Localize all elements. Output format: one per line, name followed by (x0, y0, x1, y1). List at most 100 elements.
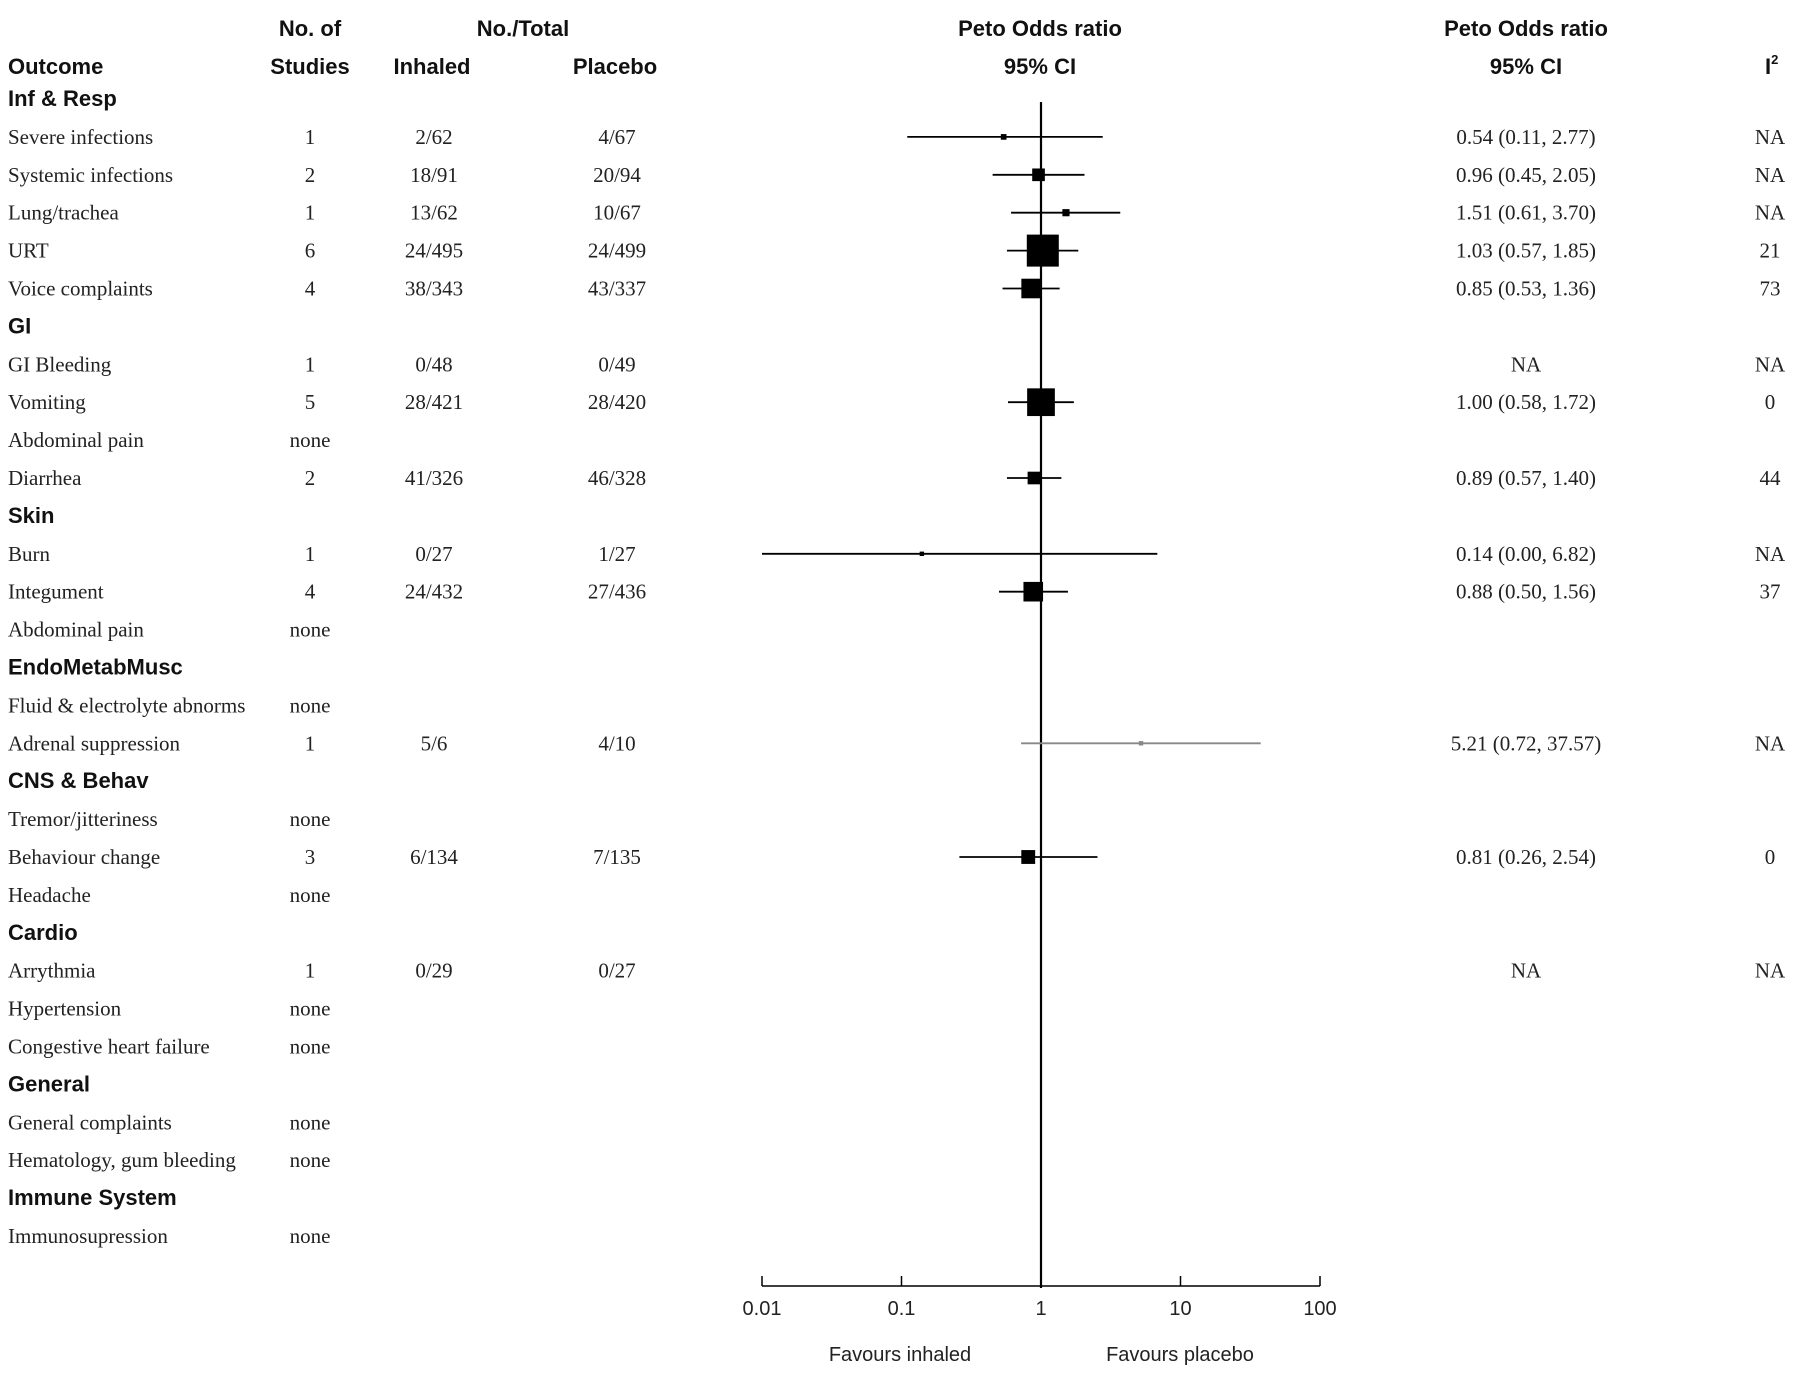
peto-or-ci: NA (1511, 352, 1542, 376)
favours-inhaled-label: Favours inhaled (829, 1344, 971, 1366)
i2-value: NA (1755, 125, 1786, 149)
peto-or-ci: 5.21 (0.72, 37.57) (1451, 731, 1602, 755)
i2-value: 73 (1760, 277, 1781, 301)
outcome-label: Arrythmia (8, 959, 96, 983)
inhaled-count: 28/421 (405, 390, 463, 414)
studies-count: 6 (305, 239, 316, 263)
placebo-count: 27/436 (588, 580, 646, 604)
header-i2: I2 (1765, 52, 1778, 79)
inhaled-count: 18/91 (410, 163, 458, 187)
header-i2-letter: I (1765, 54, 1771, 79)
header-i2-superscript: 2 (1771, 52, 1778, 67)
outcome-label: Behaviour change (8, 845, 160, 869)
i2-value: NA (1755, 352, 1786, 376)
point-estimate-square (1000, 134, 1007, 140)
studies-count: none (290, 618, 331, 642)
studies-count: none (290, 883, 331, 907)
header-peto-center: Peto Odds ratio (958, 16, 1122, 41)
studies-count: none (290, 1035, 331, 1059)
x-tick-label: 0.01 (743, 1298, 782, 1320)
studies-count: 1 (305, 542, 316, 566)
placebo-count: 46/328 (588, 466, 646, 490)
section-heading: Immune System (8, 1185, 177, 1210)
inhaled-count: 0/48 (415, 352, 452, 376)
studies-count: 4 (305, 277, 316, 301)
inhaled-count: 24/495 (405, 239, 463, 263)
studies-count: 1 (305, 201, 316, 225)
inhaled-count: 38/343 (405, 277, 463, 301)
section-heading: EndoMetabMusc (8, 655, 183, 680)
header-no-total: No./Total (477, 16, 569, 41)
peto-or-ci: 0.85 (0.53, 1.36) (1456, 277, 1596, 301)
inhaled-count: 2/62 (415, 125, 452, 149)
point-estimate-square (1021, 850, 1036, 864)
studies-count: 1 (305, 352, 316, 376)
x-tick-label: 10 (1169, 1298, 1191, 1320)
i2-value: 0 (1765, 390, 1776, 414)
placebo-count: 43/337 (588, 277, 646, 301)
i2-value: NA (1755, 959, 1786, 983)
outcome-label: Systemic infections (8, 163, 173, 187)
placebo-count: 0/49 (598, 352, 635, 376)
inhaled-count: 0/27 (415, 542, 452, 566)
peto-or-ci: 0.96 (0.45, 2.05) (1456, 163, 1596, 187)
point-estimate-square (1027, 471, 1041, 485)
placebo-count: 24/499 (588, 239, 646, 263)
studies-count: none (290, 1148, 331, 1172)
placebo-count: 1/27 (598, 542, 635, 566)
outcome-label: Tremor/jitteriness (8, 807, 158, 831)
studies-count: none (290, 1224, 331, 1248)
outcome-label: Diarrhea (8, 466, 82, 490)
i2-value: 37 (1760, 580, 1781, 604)
outcome-label: Congestive heart failure (8, 1035, 210, 1059)
outcome-label: Immunosupression (8, 1224, 168, 1248)
studies-count: 3 (305, 845, 316, 869)
i2-value: NA (1755, 163, 1786, 187)
placebo-count: 28/420 (588, 390, 646, 414)
i2-value: NA (1755, 542, 1786, 566)
section-heading: Cardio (8, 920, 78, 945)
placebo-count: 10/67 (593, 201, 641, 225)
header-ci-right: 95% CI (1490, 54, 1562, 79)
point-estimate-square (919, 551, 925, 556)
studies-count: 4 (305, 580, 316, 604)
studies-count: 1 (305, 731, 316, 755)
studies-count: 1 (305, 959, 316, 983)
inhaled-count: 6/134 (410, 845, 458, 869)
outcome-label: Headache (8, 883, 91, 907)
header-no-of: No. of (279, 16, 342, 41)
peto-or-ci: 1.51 (0.61, 3.70) (1456, 201, 1596, 225)
studies-count: 1 (305, 125, 316, 149)
point-estimate-square (1021, 278, 1041, 299)
studies-count: none (290, 807, 331, 831)
header-placebo: Placebo (573, 54, 657, 79)
inhaled-count: 0/29 (415, 959, 452, 983)
placebo-count: 0/27 (598, 959, 635, 983)
section-heading: CNS & Behav (8, 768, 149, 793)
point-estimate-square (1026, 234, 1059, 267)
studies-count: none (290, 693, 331, 717)
placebo-count: 4/67 (598, 125, 635, 149)
studies-count: 5 (305, 390, 316, 414)
studies-count: none (290, 428, 331, 452)
outcome-label: Hypertension (8, 997, 122, 1021)
section-heading: GI (8, 313, 31, 338)
section-heading: Inf & Resp (8, 86, 117, 111)
outcome-label: Severe infections (8, 125, 153, 149)
peto-or-ci: NA (1511, 959, 1542, 983)
point-estimate-square (1062, 209, 1070, 217)
outcome-label: Lung/trachea (8, 201, 119, 225)
outcome-label: GI Bleeding (8, 352, 112, 376)
outcome-label: Burn (8, 542, 51, 566)
peto-or-ci: 1.03 (0.57, 1.85) (1456, 239, 1596, 263)
peto-or-ci: 0.14 (0.00, 6.82) (1456, 542, 1596, 566)
i2-value: 21 (1760, 239, 1781, 263)
outcome-label: Abdominal pain (8, 428, 144, 452)
point-estimate-square (1027, 388, 1055, 417)
i2-value: 44 (1760, 466, 1782, 490)
point-estimate-square (1023, 581, 1044, 602)
peto-or-ci: 0.81 (0.26, 2.54) (1456, 845, 1596, 869)
placebo-count: 4/10 (598, 731, 635, 755)
section-heading: General (8, 1071, 90, 1096)
